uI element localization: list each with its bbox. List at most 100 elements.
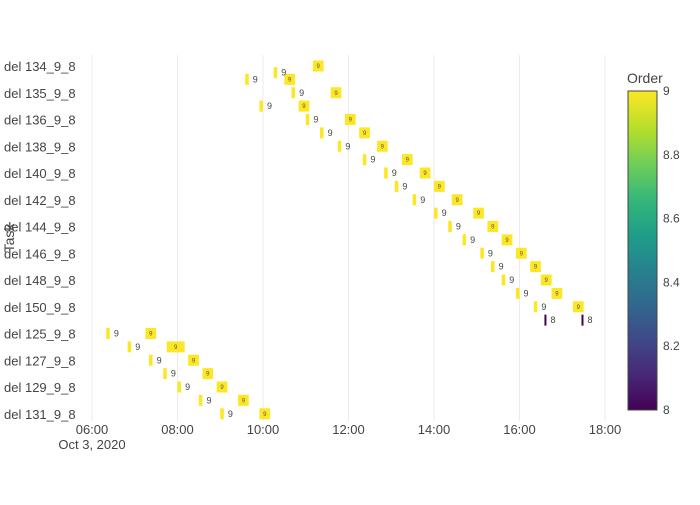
gantt-bar	[533, 301, 538, 313]
bar-inner-label: 9	[302, 104, 306, 110]
gantt-bar	[359, 127, 370, 139]
gantt-bar	[245, 73, 249, 85]
gantt-bar	[462, 234, 467, 246]
gantt-bar	[394, 180, 399, 192]
gantt-bar	[259, 100, 263, 112]
bar-label: 9	[524, 288, 529, 298]
gantt-bar	[106, 328, 110, 339]
bar-label: 9	[135, 342, 140, 352]
bar-label: 9	[328, 128, 333, 138]
bar-label: 9	[281, 68, 286, 78]
bar-label: 9	[392, 168, 397, 178]
colorbar-gradient	[627, 90, 658, 411]
gantt-bar	[273, 67, 278, 79]
y-tick-label: del 125_9_8	[4, 327, 76, 342]
bar-label: 9	[541, 302, 546, 312]
gantt-bar	[312, 60, 324, 72]
x-axis: Oct 3, 2020 06:00 08:00 10:00 12:00 14:00 16:…	[58, 422, 621, 452]
bar-label: 9	[253, 74, 258, 84]
bar-inner-label: 9	[317, 64, 321, 70]
bar-inner-label: 9	[174, 345, 178, 351]
bar-label: 9	[267, 101, 272, 111]
bar-inner-label: 9	[288, 77, 292, 83]
gantt-bar	[515, 287, 520, 299]
y-tick-label: del 127_9_8	[4, 353, 76, 368]
gantt-bar	[581, 314, 584, 326]
y-tick-label: del 136_9_8	[4, 113, 76, 128]
y-tick-label: del 150_9_8	[4, 300, 76, 315]
bar-label: 9	[370, 155, 375, 165]
bar-inner-label: 9	[363, 131, 367, 137]
bar-inner-label: 9	[455, 198, 459, 204]
gantt-bar	[419, 167, 431, 179]
y-tick-label: del 144_9_8	[4, 220, 76, 235]
gantt-bar	[473, 207, 484, 219]
gantt-bar	[320, 127, 324, 139]
y-tick-label: del 129_9_8	[4, 380, 76, 395]
y-tick-label: del 138_9_8	[4, 139, 76, 154]
bar-inner-label: 9	[438, 184, 442, 190]
x-tick-label: 06:00	[76, 422, 109, 437]
bar-inner-label: 9	[263, 412, 267, 418]
gantt-bar	[451, 194, 463, 206]
bar-label: 9	[185, 382, 190, 392]
gantt-bar	[530, 261, 541, 273]
bar-labels: 999 99 99 99 99 99 99 99 99 99 99 99 99 99 99 99 99 99 98 8…	[114, 64, 593, 419]
bar-inner-label: 9	[491, 225, 495, 231]
x-date-label: Oct 3, 2020	[58, 437, 125, 452]
gantt-bar	[163, 368, 167, 380]
gantt-bar	[127, 341, 132, 353]
gridlines	[91, 55, 606, 421]
bar-label: 9	[470, 235, 475, 245]
bar-inner-label: 9	[577, 305, 581, 311]
y-tick-label: del 148_9_8	[4, 273, 76, 288]
gantt-bar	[166, 341, 185, 353]
bar-inner-label: 9	[520, 251, 524, 257]
x-tick-label: 14:00	[418, 422, 451, 437]
colorbar-tick-label: 9	[663, 84, 670, 98]
y-tick-label: del 135_9_8	[4, 86, 76, 101]
gantt-bar	[362, 154, 367, 166]
colorbar-tick-label: 8	[663, 403, 670, 417]
bars	[106, 60, 584, 420]
gantt-bar	[305, 114, 310, 125]
x-tick-label: 12:00	[332, 422, 365, 437]
gantt-bar	[149, 354, 153, 366]
gantt-bar	[291, 87, 296, 99]
bar-label: 9	[114, 329, 119, 339]
gantt-bar	[515, 247, 527, 259]
bar-inner-label: 9	[477, 211, 481, 217]
x-tick-label: 08:00	[161, 422, 194, 437]
y-tick-label: del 134_9_8	[4, 59, 76, 74]
bar-inner-label: 9	[505, 238, 509, 244]
gantt-bar	[401, 154, 413, 166]
bar-label: 8	[550, 315, 555, 325]
gantt-bar	[284, 73, 296, 85]
gantt-bar	[202, 368, 214, 380]
y-tick-label: del 131_9_8	[4, 407, 76, 422]
colorbar-tick-label: 8.6	[663, 212, 680, 226]
bar-inner-label: 9	[534, 265, 538, 271]
gantt-bar	[551, 287, 563, 299]
bar-inner-label: 9	[423, 171, 427, 177]
bar-label: 9	[206, 395, 211, 405]
gantt-bar	[434, 207, 438, 219]
bar-label: 9	[345, 141, 350, 151]
colorbar: Order 8 8.2 8.4 8.6 8.8 9	[627, 70, 680, 417]
y-tick-label: del 146_9_8	[4, 246, 76, 261]
gantt-bar	[412, 194, 417, 206]
bar-label: 9	[402, 181, 407, 191]
y-axis-title: Task	[1, 223, 17, 253]
gantt-bar	[501, 274, 506, 286]
x-tick-label: 18:00	[589, 422, 622, 437]
bar-label: 9	[228, 409, 233, 419]
colorbar-tick-label: 8.2	[663, 339, 680, 353]
y-tick-label: del 140_9_8	[4, 166, 76, 181]
bar-inner-label: 9	[381, 144, 385, 150]
bar-inner-label: 9	[334, 91, 338, 97]
gantt-bar	[188, 354, 199, 366]
colorbar-title: Order	[627, 70, 663, 86]
